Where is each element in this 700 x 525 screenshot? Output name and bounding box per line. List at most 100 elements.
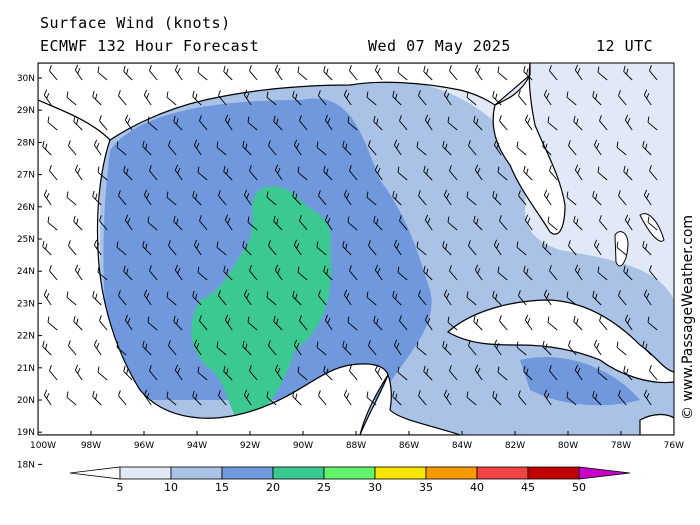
wind-barb — [197, 266, 208, 281]
wind-barb — [43, 389, 52, 406]
lat-label: 22N — [17, 332, 35, 342]
colorbar-tick-label: 50 — [572, 481, 586, 494]
wind-barb — [642, 340, 652, 356]
lat-label: 25N — [17, 235, 35, 245]
colorbar-tick-label: 25 — [317, 481, 331, 494]
wind-barb — [68, 240, 77, 256]
wind-barb — [392, 190, 402, 206]
wind-barb — [624, 314, 633, 331]
wind-barb — [99, 115, 108, 131]
wind-barb — [497, 366, 508, 381]
wind-barb — [424, 214, 433, 231]
wind-barb — [399, 115, 408, 131]
colorbar-swatch — [425, 466, 478, 480]
wind-barb — [492, 90, 502, 106]
wind-barb — [193, 139, 202, 156]
wind-barb — [397, 366, 408, 381]
lat-label: 28N — [17, 138, 35, 148]
wind-barb — [616, 141, 627, 156]
wind-barb — [218, 90, 227, 106]
wind-barb — [593, 339, 602, 356]
wind-barb — [623, 265, 633, 281]
wind-barb — [249, 165, 258, 181]
wind-barb — [266, 91, 277, 106]
wind-barb — [297, 166, 308, 181]
wind-barb — [518, 390, 527, 406]
lat-label: 29N — [17, 106, 35, 116]
wind-speed-colorbar: 5 10 15 20 25 30 35 40 45 50 — [69, 466, 631, 494]
wind-barb — [449, 365, 458, 381]
wind-barb — [597, 266, 608, 281]
wind-barb — [116, 341, 127, 356]
wind-barb — [466, 91, 477, 106]
wind-barb — [124, 214, 133, 231]
wind-barb — [397, 66, 408, 81]
wind-barb — [318, 390, 327, 406]
wind-barb — [318, 290, 327, 306]
wind-barb — [343, 389, 352, 406]
wind-barb — [199, 215, 208, 231]
wind-barb — [316, 341, 327, 356]
wind-barb — [568, 240, 577, 256]
wind-barb — [649, 165, 658, 181]
wind-barb — [393, 239, 402, 256]
wind-barb — [466, 391, 477, 406]
wind-barb — [543, 289, 552, 306]
wind-barb — [149, 65, 158, 81]
lon-label: 100W — [30, 441, 56, 451]
wind-barb — [123, 165, 133, 181]
forecast-model: ECMWF 132 Hour Forecast — [40, 37, 260, 55]
wind-barb — [142, 340, 152, 356]
wind-barb — [573, 215, 583, 231]
copyright-credit: © www.PassageWeather.com — [680, 214, 696, 420]
lon-label: 86W — [399, 441, 419, 451]
wind-barb — [373, 115, 383, 131]
wind-barb — [166, 191, 177, 206]
wind-barb — [149, 365, 158, 381]
wind-barb — [443, 89, 452, 106]
wind-barb — [373, 215, 383, 231]
wind-barb — [292, 190, 302, 206]
wind-barb — [49, 65, 58, 81]
wind-barb — [297, 66, 308, 81]
colorbar-tick-label: 30 — [368, 481, 382, 494]
wind-barb — [124, 314, 133, 331]
wind-barb — [92, 390, 102, 406]
wind-barb — [399, 315, 408, 331]
lat-label: 18N — [17, 460, 35, 470]
wind-barb — [468, 140, 477, 156]
wind-barb — [643, 89, 652, 106]
wind-barb — [573, 315, 583, 331]
wind-barb — [643, 389, 652, 406]
wind-barb — [473, 215, 483, 231]
wind-barb — [418, 390, 427, 406]
wind-barb — [324, 214, 333, 231]
wind-barb — [97, 366, 108, 381]
wind-barb — [574, 264, 583, 281]
colorbar-tick-label: 15 — [215, 481, 229, 494]
wind-barb — [442, 140, 452, 156]
map-title: Surface Wind (knots) — [40, 14, 231, 32]
wind-barb — [599, 115, 608, 131]
colorbar-swatch — [374, 466, 427, 480]
wind-barb — [223, 365, 233, 381]
wind-barb — [168, 340, 177, 356]
lon-label: 98W — [81, 441, 101, 451]
colorbar-swatch — [170, 466, 223, 480]
wind-barb — [416, 241, 427, 256]
wind-barb — [468, 240, 477, 256]
wind-barb — [218, 390, 227, 406]
wind-barb — [549, 165, 558, 181]
wind-barb — [323, 165, 333, 181]
wind-barb — [374, 64, 383, 81]
wind-barb — [474, 164, 483, 181]
wind-barb — [566, 291, 577, 306]
wind-barb — [518, 90, 527, 106]
wind-barb — [274, 364, 283, 381]
wind-barb — [143, 289, 152, 306]
wind-barb — [443, 189, 452, 206]
wind-barb — [499, 115, 508, 131]
wind-barb — [224, 314, 233, 331]
wind-barb — [199, 315, 208, 331]
wind-barb — [493, 139, 502, 156]
